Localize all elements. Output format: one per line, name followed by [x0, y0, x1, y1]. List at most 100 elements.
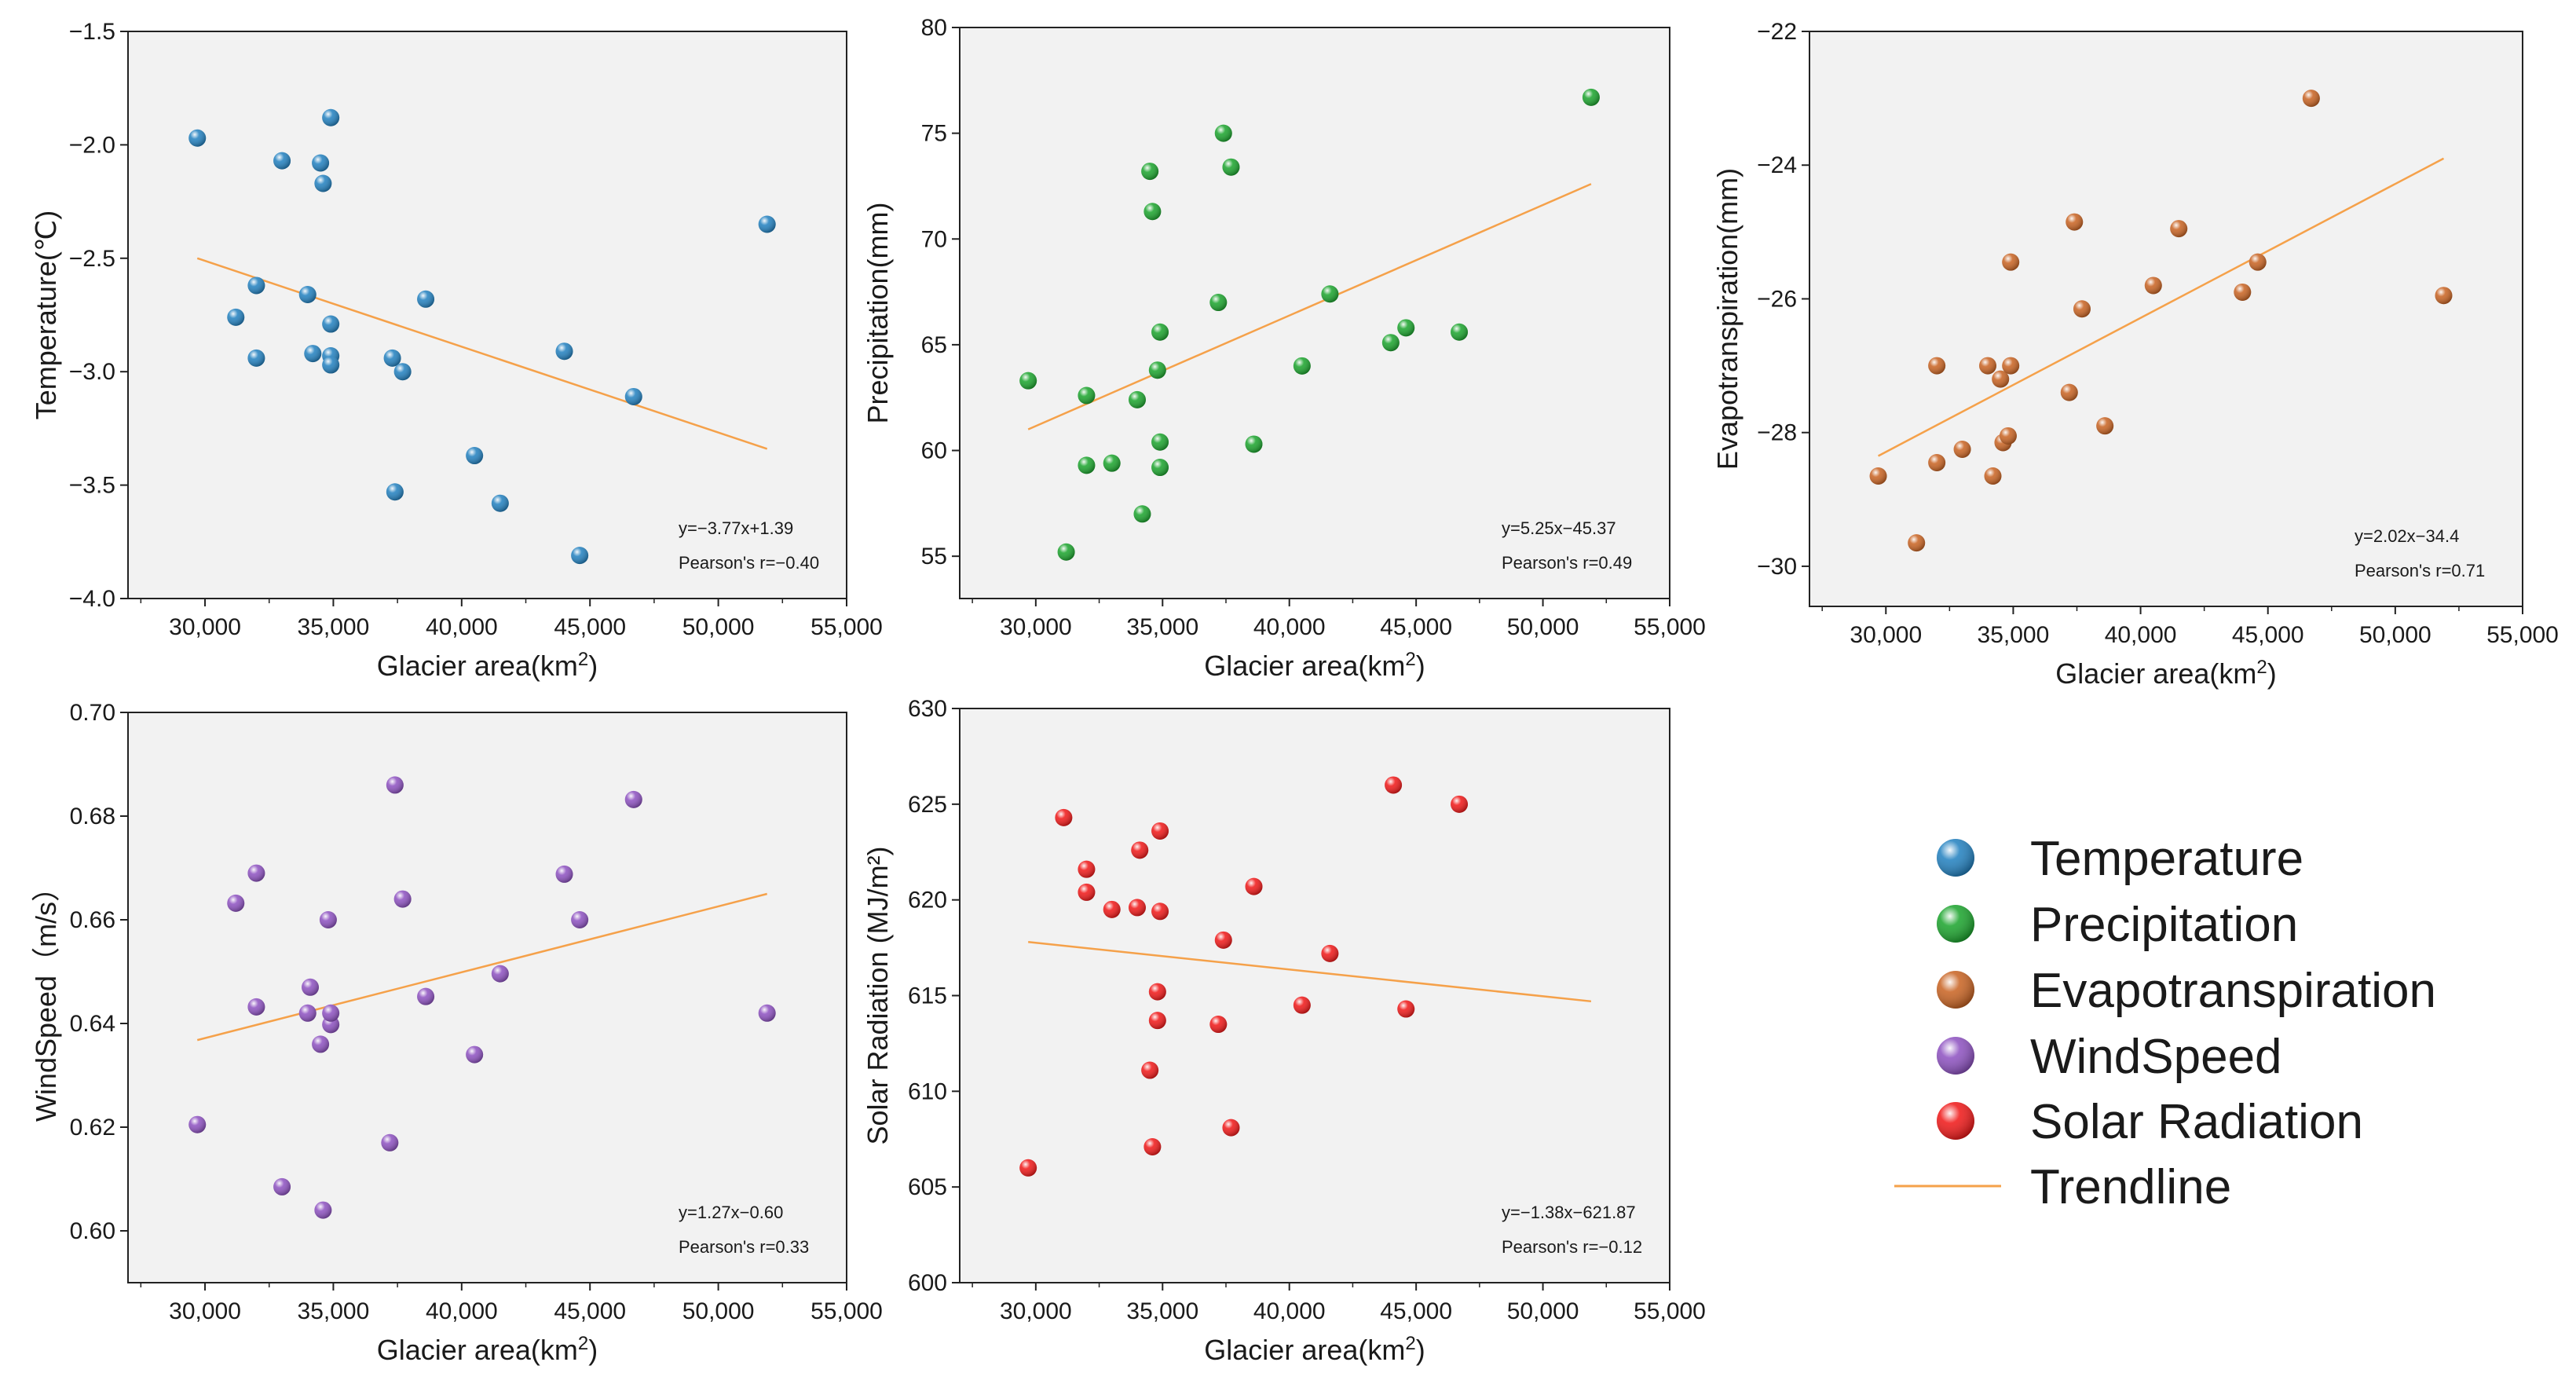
data-point-shine	[273, 1177, 291, 1195]
y-tick-label: 0.64	[70, 1011, 115, 1037]
data-point-shine	[1397, 1000, 1415, 1018]
data-point-shine	[383, 349, 401, 367]
data-point-shine	[491, 494, 509, 512]
data-point	[1151, 822, 1169, 840]
data-point-shine	[758, 1004, 776, 1022]
plot-area	[127, 31, 847, 599]
x-tick-label: 45,000	[554, 614, 626, 640]
data-point	[1245, 877, 1263, 895]
data-point	[304, 345, 322, 363]
x-tick-label: 45,000	[2232, 622, 2304, 648]
data-point	[1928, 357, 1946, 375]
data-point	[1141, 163, 1159, 181]
data-point	[1103, 454, 1121, 472]
data-point-shine	[1133, 505, 1151, 523]
data-point-shine	[466, 1045, 484, 1064]
data-point-shine	[2234, 283, 2252, 301]
data-point-shine	[2170, 220, 2188, 238]
data-point	[1151, 459, 1169, 477]
legend-item-solar-radiation: Solar Radiation	[1937, 1095, 2363, 1149]
data-point-shine	[1992, 370, 2010, 388]
data-point-shine	[298, 1004, 317, 1022]
x-tick-label: 50,000	[682, 1298, 755, 1324]
solar-radiation-scatter-panel: 30,000 35,000 40,000 45,000 50,000 55,000 600 6…	[862, 696, 1706, 1366]
x-tick-label: 55,000	[810, 614, 883, 640]
data-point-shine	[555, 865, 573, 883]
data-point	[2249, 253, 2267, 271]
x-tick-label: 50,000	[1507, 1298, 1579, 1324]
data-point	[555, 865, 573, 883]
data-point-shine	[322, 356, 340, 374]
data-point-shine	[247, 998, 265, 1016]
data-point	[2002, 253, 2020, 271]
data-point	[491, 965, 509, 983]
data-point-shine	[1321, 285, 1339, 303]
data-point-shine	[2073, 300, 2091, 318]
data-point	[247, 998, 265, 1016]
data-point-shine	[386, 483, 404, 501]
y-tick-label: 80	[921, 15, 947, 41]
x-axis-title: Glacier area(km2)	[2055, 657, 2276, 690]
data-point	[1143, 1137, 1162, 1155]
data-point	[188, 1115, 207, 1133]
data-point	[247, 864, 265, 882]
data-point-shine	[1984, 467, 2002, 485]
data-point-shine	[1381, 334, 1400, 352]
legend-item-temperature: Temperature	[1937, 832, 2303, 886]
data-point	[758, 1004, 776, 1022]
data-point-shine	[298, 286, 317, 304]
data-point-shine	[1129, 390, 1146, 408]
legend-item-windspeed: WindSpeed	[1937, 1030, 2282, 1084]
data-point	[1151, 433, 1169, 451]
data-point	[273, 152, 291, 170]
y-axis-title: WindSpeed（m/s）	[30, 873, 62, 1122]
plot-area	[959, 27, 1670, 599]
data-point-shine	[1143, 203, 1162, 221]
data-point	[1869, 467, 1887, 485]
data-point-shine	[2249, 253, 2267, 271]
data-point	[314, 1201, 332, 1219]
y-tick-label: 610	[908, 1078, 947, 1104]
data-point-shine	[314, 174, 332, 192]
data-point	[1451, 323, 1469, 341]
data-point-shine	[1019, 372, 1037, 390]
precipitation-scatter-panel: 30,000 35,000 40,000 45,000 50,000 55,000 55 60…	[862, 15, 1706, 682]
data-point-shine	[1293, 357, 1311, 375]
data-point	[1953, 440, 1971, 458]
y-tick-label: −3.5	[69, 473, 115, 499]
data-point	[1999, 427, 2017, 445]
trendline	[1877, 157, 2445, 457]
data-point	[466, 447, 484, 465]
data-point-shine	[1222, 1119, 1240, 1137]
data-point-shine	[1953, 440, 1971, 458]
plot-area	[959, 708, 1670, 1283]
data-point	[1129, 390, 1146, 408]
windspeed-scatter-panel: 30,000 35,000 40,000 45,000 50,000 55,000 0.60…	[30, 700, 883, 1366]
data-point-shine	[1078, 883, 1096, 901]
x-tick-label: 35,000	[1978, 622, 2050, 648]
data-point	[1103, 900, 1121, 918]
data-point-shine	[1131, 841, 1149, 859]
data-point	[386, 483, 404, 501]
x-tick-label: 30,000	[169, 1298, 241, 1324]
data-point-shine	[273, 152, 291, 170]
plot-area	[1809, 31, 2523, 607]
data-point	[1131, 841, 1149, 859]
trendline	[196, 892, 768, 1042]
data-point	[1151, 323, 1169, 341]
data-point	[1078, 386, 1096, 405]
legend-marker-shine	[1937, 1037, 1974, 1075]
data-point-shine	[188, 1115, 207, 1133]
legend-marker-shine	[1937, 971, 1974, 1009]
data-point-shine	[2066, 213, 2084, 231]
data-point-shine	[1141, 163, 1159, 181]
y-tick-label: 630	[908, 696, 947, 722]
data-point	[314, 174, 332, 192]
data-point-shine	[1129, 899, 1146, 917]
plot-area	[127, 712, 847, 1283]
y-tick-label: 0.70	[70, 700, 115, 726]
data-point-shine	[319, 911, 337, 928]
x-tick-label: 50,000	[2359, 622, 2431, 648]
data-point-shine	[1141, 1061, 1159, 1079]
